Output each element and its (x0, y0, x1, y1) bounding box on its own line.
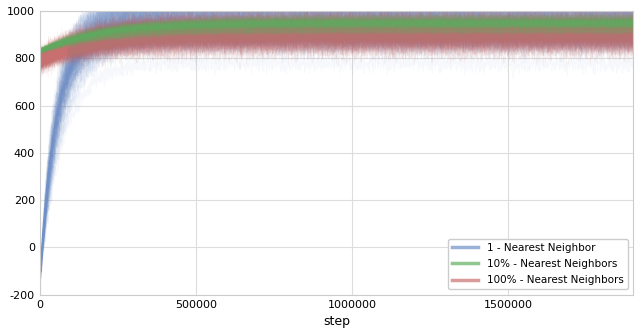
Legend: 1 - Nearest Neighbor, 10% - Nearest Neighbors, 100% - Nearest Neighbors: 1 - Nearest Neighbor, 10% - Nearest Neig… (448, 239, 628, 289)
X-axis label: step: step (323, 315, 350, 328)
